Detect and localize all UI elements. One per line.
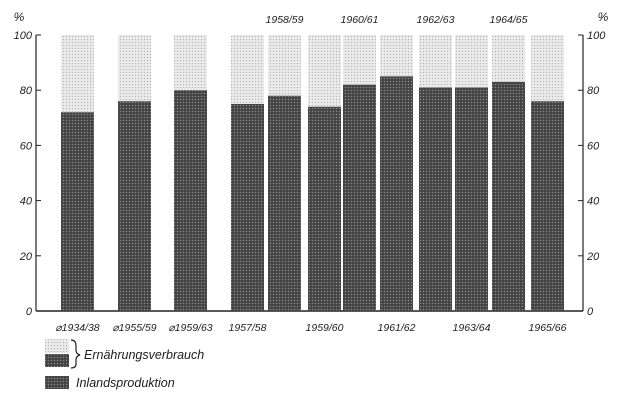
bars (61, 35, 564, 312)
category-label: 1961/62 (378, 322, 416, 334)
category-label: 1957/58 (229, 322, 267, 334)
bar-production (231, 104, 264, 311)
bar-consumption (531, 35, 564, 102)
y-tick-label-left: 40 (20, 196, 33, 208)
bar-consumption (308, 35, 341, 107)
y-tick-label-right: 40 (587, 196, 600, 208)
bar-consumption (61, 35, 94, 113)
y-tick-label-left: 20 (19, 251, 33, 263)
bar-production (531, 101, 564, 312)
category-label: 1965/66 (529, 322, 567, 334)
legend-swatch-consumption (45, 339, 69, 353)
bar-production (174, 90, 207, 311)
category-label: 1960/61 (341, 14, 379, 26)
y-tick-label-left: 0 (26, 306, 33, 318)
y-tick-label-right: 0 (587, 306, 594, 318)
bar-consumption (492, 35, 525, 82)
category-label: 1959/60 (306, 322, 344, 334)
y-tick-label-right: 20 (586, 251, 600, 263)
legend-swatch-production (45, 354, 69, 367)
bar-consumption (455, 35, 488, 88)
category-label: ⌀1959/63 (168, 322, 212, 334)
bar-production (343, 84, 376, 312)
bar-consumption (231, 35, 264, 104)
legend-swatch-production-2 (45, 376, 69, 389)
bar-production (492, 81, 525, 311)
category-label: 1964/65 (490, 14, 528, 26)
y-tick-label-left: 100 (14, 30, 33, 42)
bar-production (118, 101, 151, 312)
y-unit-left: % (14, 10, 25, 24)
bar-consumption (419, 35, 452, 88)
category-label: ⌀1934/38 (55, 322, 99, 334)
y-tick-label-left: 60 (20, 140, 33, 152)
y-tick-label-right: 80 (587, 85, 600, 97)
y-tick-label-right: 100 (587, 30, 606, 42)
bar-production (61, 112, 94, 311)
bar-consumption (118, 35, 151, 102)
bar-production (380, 76, 413, 312)
category-label: 1963/64 (453, 322, 491, 334)
category-label: 1962/63 (417, 14, 455, 26)
bar-consumption (268, 35, 301, 96)
legend-label-production: Inlandsproduktion (76, 376, 175, 390)
legend-label-consumption: Ernährungsverbrauch (84, 348, 204, 362)
bar-consumption (174, 35, 207, 91)
bar-consumption (343, 35, 376, 85)
bar-production (455, 87, 488, 311)
y-unit-right: % (598, 10, 609, 24)
bar-production (308, 106, 341, 311)
bar-production (419, 87, 452, 311)
category-label: 1958/59 (266, 14, 304, 26)
bar-consumption (380, 35, 413, 77)
bar-production (268, 95, 301, 311)
category-label: ⌀1955/59 (112, 322, 156, 334)
y-tick-label-left: 80 (20, 85, 33, 97)
category-labels: ⌀1934/38 ⌀1955/59 ⌀1959/63 1957/58 1958/59 19… (55, 14, 566, 334)
legend-brace (70, 339, 81, 369)
legend: Ernährungsverbrauch Inlandsproduktion (45, 339, 204, 390)
y-tick-label-right: 60 (587, 140, 600, 152)
